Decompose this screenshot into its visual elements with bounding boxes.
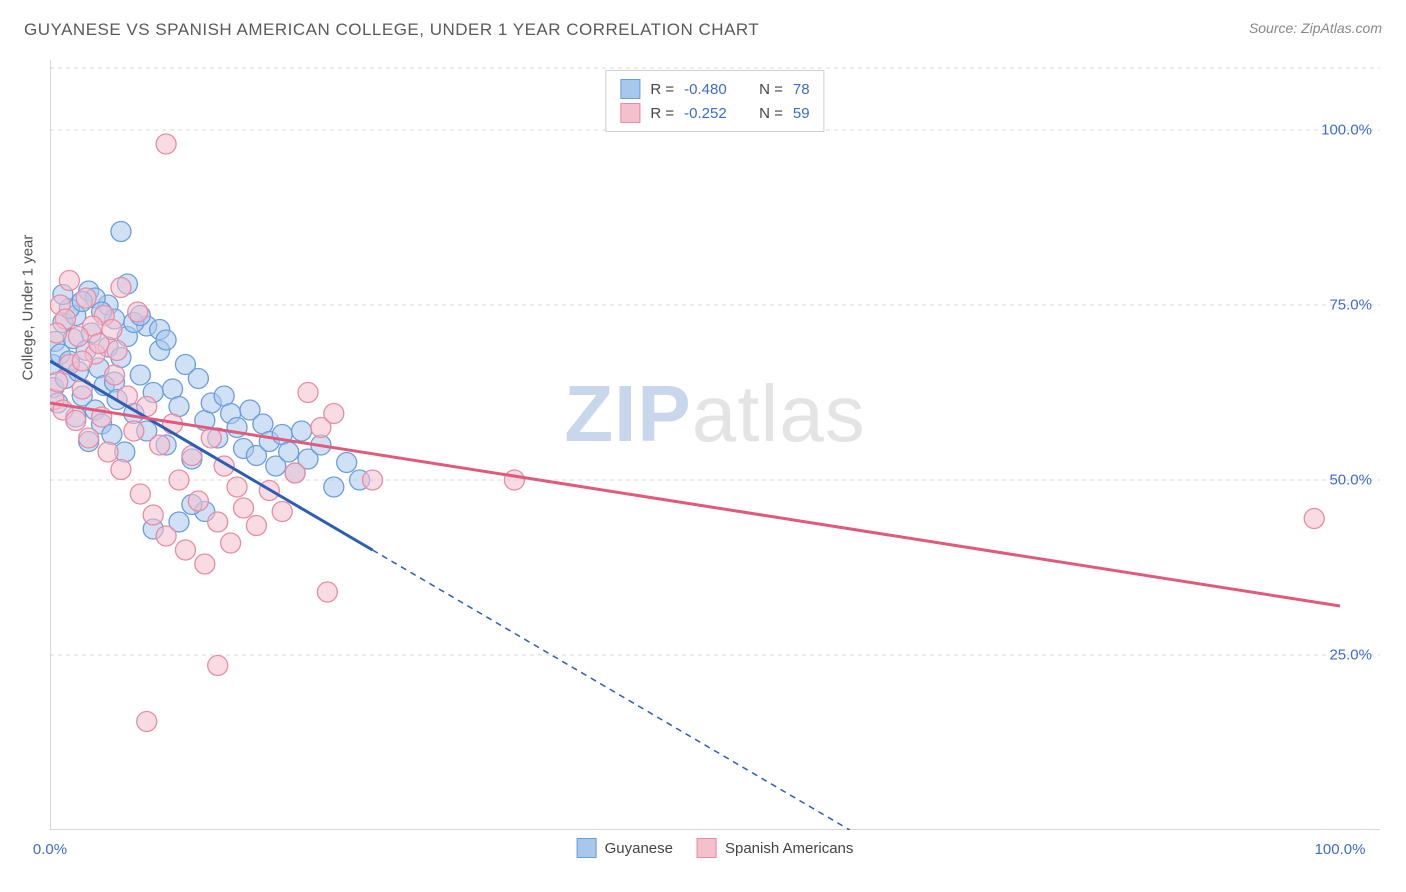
chart-title: GUYANESE VS SPANISH AMERICAN COLLEGE, UN… (24, 20, 759, 40)
x-tick-labels: 0.0%100.0% (50, 60, 1380, 830)
legend-swatch (697, 838, 717, 858)
series-legend: Guyanese Spanish Americans (577, 838, 854, 858)
correlation-legend: R =-0.480N =78R =-0.252N =59 (605, 70, 824, 132)
correlation-legend-row: R =-0.480N =78 (620, 77, 809, 101)
chart-area: ZIPatlas College, Under 1 year 25.0%50.0… (50, 60, 1380, 830)
series-legend-item: Guyanese (577, 838, 673, 858)
legend-swatch (620, 79, 640, 99)
legend-swatch (620, 103, 640, 123)
series-legend-item: Spanish Americans (697, 838, 853, 858)
y-axis-label: College, Under 1 year (20, 235, 37, 381)
header: GUYANESE VS SPANISH AMERICAN COLLEGE, UN… (0, 0, 1406, 50)
x-tick-label: 100.0% (1315, 841, 1366, 858)
source-attribution: Source: ZipAtlas.com (1249, 20, 1382, 36)
legend-label: Spanish Americans (725, 840, 853, 857)
legend-swatch (577, 838, 597, 858)
correlation-legend-row: R =-0.252N =59 (620, 101, 809, 125)
legend-label: Guyanese (605, 840, 673, 857)
x-tick-label: 0.0% (33, 841, 67, 858)
